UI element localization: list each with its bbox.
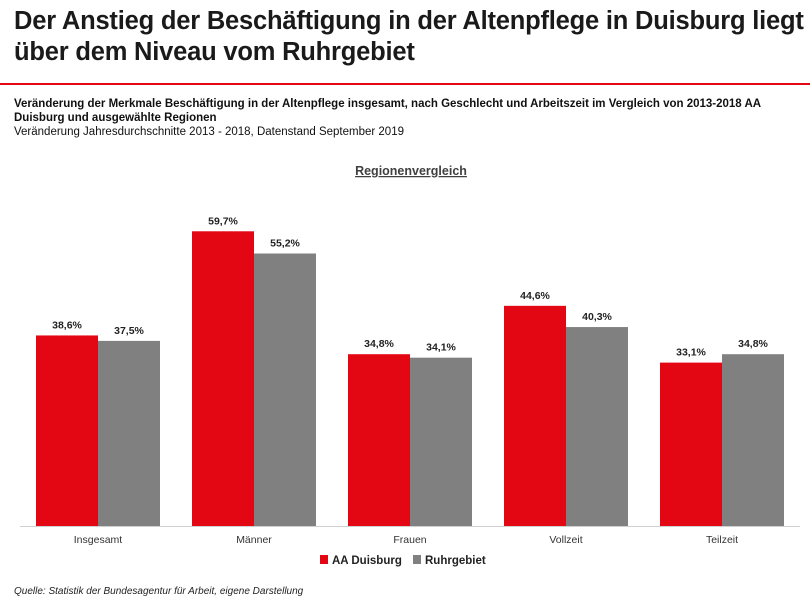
bar-aa-duisburg: [192, 231, 254, 526]
x-tick-label: Insgesamt: [74, 534, 123, 546]
legend-label: AA Duisburg: [332, 555, 402, 567]
x-tick-label: Frauen: [393, 534, 426, 546]
chart-subtitle: Veränderung der Merkmale Beschäftigung i…: [14, 98, 761, 124]
chart-note: Veränderung Jahresdurchschnitte 2013 - 2…: [14, 126, 404, 138]
bar-ruhrgebiet: [254, 253, 316, 526]
data-label: 34,8%: [738, 338, 768, 350]
data-label: 33,1%: [676, 347, 706, 359]
data-label: 44,6%: [520, 290, 550, 302]
bar-ruhrgebiet: [722, 354, 784, 526]
chart-title: Regionenvergleich: [355, 164, 467, 178]
page-title: Der Anstieg der Beschäftigung in der Alt…: [14, 7, 804, 66]
bar-aa-duisburg: [348, 354, 410, 526]
x-tick-label: Teilzeit: [706, 534, 738, 546]
bar-chart: Regionenvergleich 38,6% 37,5% Insgesamt 59,7…: [20, 164, 800, 567]
x-tick-label: Vollzeit: [549, 534, 582, 546]
data-label: 38,6%: [52, 319, 82, 331]
x-tick-label: Männer: [236, 534, 272, 546]
bar-aa-duisburg: [36, 335, 98, 526]
data-label: 34,1%: [426, 342, 456, 354]
bar-ruhrgebiet: [98, 340, 160, 526]
data-label: 34,8%: [364, 338, 394, 350]
legend-swatch: [413, 555, 421, 564]
bar-ruhrgebiet: [410, 357, 472, 526]
bar-ruhrgebiet: [566, 327, 628, 526]
source-note: Quelle: Statistik der Bundesagentur für …: [14, 586, 304, 597]
title-divider: [0, 83, 810, 85]
legend-swatch: [320, 555, 328, 564]
data-label: 59,7%: [208, 215, 238, 227]
bar-aa-duisburg: [660, 362, 722, 526]
data-label: 37,5%: [114, 325, 144, 337]
legend-label: Ruhrgebiet: [425, 555, 486, 567]
data-label: 55,2%: [270, 238, 300, 250]
bar-aa-duisburg: [504, 305, 566, 526]
data-label: 40,3%: [582, 311, 612, 323]
